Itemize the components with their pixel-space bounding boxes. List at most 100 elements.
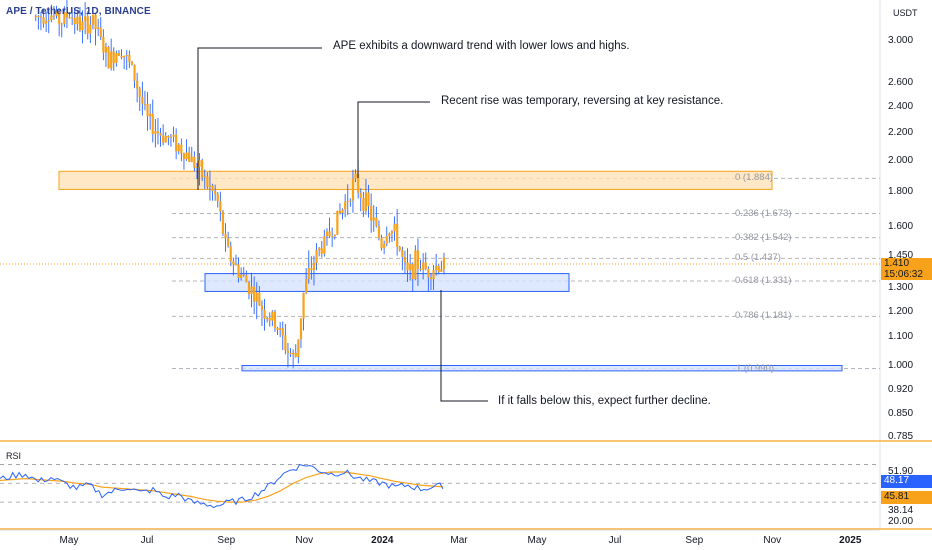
candle-body — [115, 53, 118, 64]
candle-body — [245, 275, 248, 283]
candle-body — [432, 270, 435, 280]
candle-body — [81, 21, 84, 31]
candle-body — [156, 131, 160, 134]
candle-body — [190, 156, 193, 162]
x-tick-label: Sep — [217, 535, 236, 546]
candle-body — [273, 311, 277, 329]
candle-body — [55, 11, 58, 16]
candle-body — [289, 352, 292, 355]
candle-body — [310, 268, 313, 271]
candle-body — [39, 16, 43, 18]
candle-body — [268, 317, 271, 321]
candle-body — [58, 11, 61, 24]
y-tick-label: 2.600 — [888, 77, 914, 89]
y-tick-label: 2.200 — [888, 126, 914, 138]
candle-body — [383, 243, 386, 249]
candle-body — [276, 328, 279, 331]
x-tick-label: 2024 — [371, 535, 394, 546]
candle-body — [250, 286, 253, 295]
candle-body — [104, 46, 108, 53]
candle-body — [125, 55, 128, 57]
candle-body — [333, 234, 336, 237]
candle-body — [393, 223, 396, 232]
candle-body — [154, 131, 157, 135]
candle-body — [258, 292, 261, 306]
candle-body — [229, 246, 232, 262]
candle-body — [414, 250, 417, 280]
candle-body — [167, 136, 170, 138]
candle-body — [292, 352, 295, 355]
candle-body — [299, 318, 303, 340]
rsi-line — [0, 464, 444, 509]
candle-body — [266, 317, 269, 319]
candle-body — [416, 250, 420, 269]
candle-body — [411, 264, 414, 280]
candle-body — [349, 200, 352, 202]
candle-body — [437, 265, 440, 272]
candle-body — [188, 152, 191, 162]
fib-level-label: 0 (1.884) — [735, 172, 774, 184]
annotation-downtrend: APE exhibits a downward trend with lower… — [333, 40, 630, 52]
rsi-ma-badge: 45.81 — [881, 491, 932, 504]
fib-level-label: 0.5 (1.437) — [735, 252, 781, 264]
candle-body — [344, 201, 347, 210]
candle-body — [42, 17, 45, 24]
candle-body — [65, 12, 69, 18]
candle-body — [149, 113, 152, 117]
candle-body — [138, 88, 141, 97]
candle-body — [307, 268, 310, 280]
candle-body — [146, 103, 149, 117]
candle-body — [193, 156, 196, 168]
current-price-value: 1.410 — [884, 258, 910, 269]
candle-body — [390, 231, 394, 234]
x-tick-label: Sep — [685, 535, 704, 546]
candle-body — [260, 305, 264, 310]
candle-body — [372, 217, 375, 221]
candle-body — [216, 194, 219, 202]
candle-body — [398, 246, 401, 250]
candle-body — [214, 191, 217, 195]
candle-body — [336, 210, 339, 235]
candle-body — [237, 264, 240, 278]
fib-level-label: 1 (0.990) — [736, 362, 775, 374]
candle-body — [263, 309, 266, 319]
candle-body — [94, 14, 97, 29]
candle-body — [396, 223, 399, 247]
candle-body — [318, 248, 321, 251]
candle-body — [240, 274, 243, 278]
rsi-title: RSI — [6, 451, 22, 461]
candle-body — [99, 27, 102, 37]
candle-body — [247, 282, 251, 295]
candle-body — [367, 192, 370, 207]
candle-body — [47, 19, 50, 22]
candle-body — [91, 14, 95, 25]
candle-body — [219, 201, 222, 212]
candle-body — [52, 15, 56, 17]
y-tick-label: 1.000 — [888, 359, 914, 371]
candle-body — [86, 16, 89, 34]
rsi-level-lower: 38.14 — [888, 505, 914, 516]
candle-body — [172, 134, 175, 137]
candle-body — [297, 339, 300, 357]
current-price-badge: 1.410 15:06:32 — [881, 258, 932, 280]
fib-level-label: 0.786 (1.181) — [735, 310, 792, 322]
candle-body — [45, 21, 48, 24]
candle-body — [380, 238, 383, 249]
x-tick-label: Nov — [295, 535, 314, 546]
fib-level-label: 0.382 (1.542) — [735, 231, 792, 243]
candle-body — [201, 160, 204, 178]
y-tick-label: 2.400 — [888, 100, 914, 112]
rsi-level-bottom: 20.00 — [888, 516, 914, 527]
rsi-level-upper: 51.90 — [888, 466, 914, 477]
candle-body — [110, 51, 113, 69]
fib-level-label: 0.618 (1.331) — [735, 275, 792, 286]
candle-body — [435, 265, 438, 271]
candle-body — [315, 250, 318, 263]
annotation-connector — [197, 47, 322, 190]
candle-body — [76, 16, 79, 25]
candle-body — [128, 55, 131, 62]
candle-body — [331, 236, 334, 238]
candle-body — [60, 23, 63, 25]
candle-body — [112, 51, 115, 64]
